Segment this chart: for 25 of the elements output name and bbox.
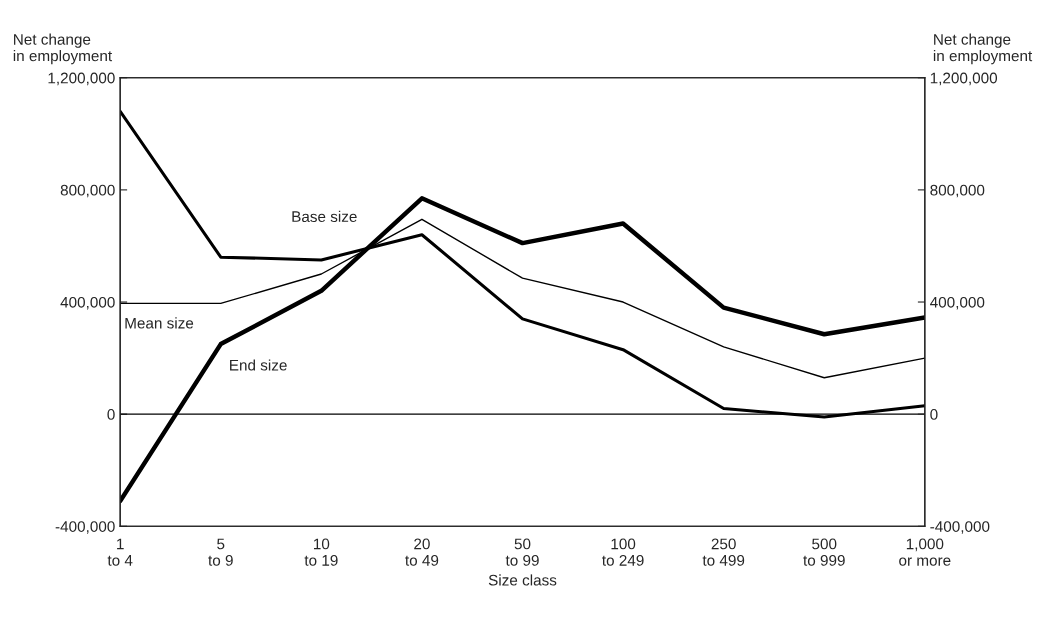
x-tick-label: 500 to 999: [803, 538, 845, 566]
series-label: End size: [230, 359, 287, 371]
x-tick-label: 50 to 99: [505, 538, 539, 566]
x-tick-label: 1,000 or more: [899, 538, 951, 566]
y2-tick-label: 400,000: [930, 296, 985, 310]
x-axis-title: Size class: [488, 574, 557, 586]
x-tick-label: 5 to 9: [208, 538, 233, 566]
y-tick-label: 800,000: [60, 184, 115, 198]
y-tick-label: 1,200,000: [48, 72, 115, 86]
y2-tick-label: -400,000: [930, 521, 990, 534]
x-tick-label: 20 to 49: [405, 538, 439, 566]
x-tick-label: 1 to 4: [107, 538, 133, 566]
series-label: Base size: [292, 210, 357, 223]
y-tick-label: 400,000: [60, 296, 115, 310]
x-tick-label: 10 to 19: [304, 538, 338, 566]
series-label: Mean size: [125, 317, 194, 329]
y2-tick-label: 1,200,000: [930, 72, 998, 86]
y-axis-title: Net change in employment: [13, 33, 113, 65]
x-tick-label: 250 to 499: [702, 538, 745, 566]
y-tick-label: -400,000: [55, 521, 115, 534]
x-tick-label: 100 to 249: [602, 538, 644, 566]
y-tick-label: 0: [107, 409, 115, 420]
y2-tick-label: 0: [930, 409, 938, 420]
y2-axis-title: Net change in employment: [933, 33, 1033, 65]
y2-tick-label: 800,000: [930, 184, 985, 198]
